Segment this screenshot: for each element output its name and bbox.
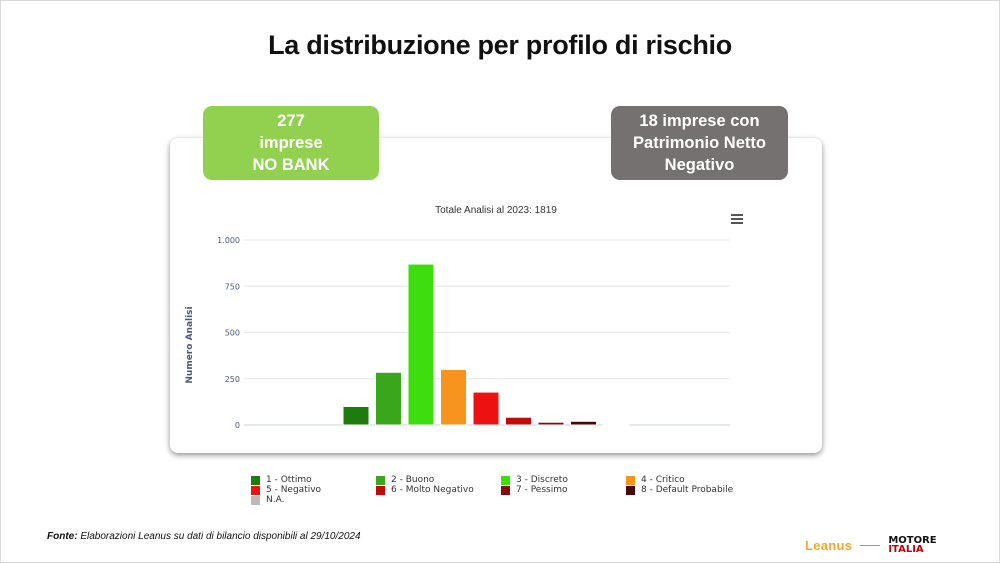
legend-label: 6 - Molto Negativo bbox=[391, 485, 474, 495]
bar-3[interactable] bbox=[407, 263, 435, 426]
bar-1[interactable] bbox=[342, 406, 370, 426]
source-text: Elaborazioni Leanus su dati di bilancio … bbox=[77, 531, 361, 542]
logo-divider bbox=[860, 544, 881, 546]
negative-equity-line3: Negativo bbox=[664, 156, 735, 174]
legend-item[interactable]: 1 - Ottimo bbox=[251, 475, 312, 485]
bar-9[interactable] bbox=[602, 423, 630, 426]
legend-swatch bbox=[251, 495, 260, 505]
y-tick-label: 250 bbox=[225, 375, 240, 384]
legend-item[interactable]: N.A. bbox=[251, 495, 284, 505]
motore-logo-bottom: ITALIA bbox=[888, 544, 924, 555]
legend-item[interactable]: 7 - Pessimo bbox=[501, 485, 568, 495]
legend-label: 2 - Buono bbox=[391, 475, 435, 485]
y-tick-label: 1.000 bbox=[217, 236, 240, 245]
bar-chart: 0 250 500 750 1.000 Numero Analisi bbox=[185, 236, 730, 430]
hamburger-menu-icon[interactable] bbox=[731, 214, 743, 224]
bar-5[interactable] bbox=[472, 391, 500, 426]
bar-4[interactable] bbox=[440, 369, 467, 426]
legend-label: 3 - Discreto bbox=[516, 475, 568, 485]
legend-item[interactable]: 3 - Discreto bbox=[501, 475, 568, 485]
legend-swatch bbox=[501, 475, 510, 485]
source-label: Fonte: bbox=[47, 531, 78, 542]
legend-swatch bbox=[626, 485, 635, 495]
legend-label: 1 - Ottimo bbox=[266, 475, 312, 485]
legend-swatch bbox=[376, 485, 385, 495]
legend-label: 7 - Pessimo bbox=[516, 485, 568, 495]
negative-equity-line2: Patrimonio Netto bbox=[633, 134, 766, 152]
negative-equity-badge: 18 imprese con Patrimonio Netto Negativo bbox=[611, 106, 788, 180]
bar-8[interactable] bbox=[570, 420, 597, 426]
leanus-logo: Leanus bbox=[805, 537, 853, 553]
legend-item[interactable]: 4 - Critico bbox=[626, 475, 685, 485]
legend-swatch bbox=[376, 475, 385, 485]
y-tick-label: 750 bbox=[225, 282, 240, 291]
no-bank-count: 277 bbox=[277, 112, 305, 130]
legend-item[interactable]: 8 - Default Probabile bbox=[626, 485, 733, 495]
no-bank-label: imprese bbox=[259, 134, 323, 152]
motore-logo-top: MOTORE bbox=[888, 535, 937, 546]
bar-6[interactable] bbox=[505, 416, 532, 426]
legend-swatch bbox=[251, 475, 260, 485]
logos: Leanus MOTORE ITALIA bbox=[805, 535, 937, 555]
bar-2[interactable] bbox=[375, 371, 402, 426]
y-tick-label: 500 bbox=[225, 329, 240, 338]
source-note: Fonte: Elaborazioni Leanus su dati di bi… bbox=[47, 531, 361, 542]
chart-title: Totale Analisi al 2023: 1819 bbox=[435, 205, 557, 216]
legend-item[interactable]: 2 - Buono bbox=[376, 475, 434, 485]
legend-label: N.A. bbox=[266, 495, 285, 505]
legend-label: 8 - Default Probabile bbox=[641, 485, 734, 495]
bar-7[interactable] bbox=[537, 421, 565, 426]
y-tick-label: 0 bbox=[235, 421, 240, 430]
legend-swatch bbox=[251, 485, 260, 495]
no-bank-subtitle: NO BANK bbox=[252, 156, 330, 174]
legend-label: 4 - Critico bbox=[641, 475, 685, 485]
legend-label: 5 - Negativo bbox=[266, 485, 322, 495]
legend-swatch bbox=[501, 485, 510, 495]
legend-swatch bbox=[626, 475, 635, 485]
legend-item[interactable]: 5 - Negativo bbox=[251, 485, 321, 495]
y-axis-label: Numero Analisi bbox=[185, 306, 195, 383]
legend-item[interactable]: 6 - Molto Negativo bbox=[376, 485, 474, 495]
negative-equity-line1: 18 imprese con bbox=[639, 112, 760, 130]
slide-title: La distribuzione per profilo di rischio bbox=[268, 30, 732, 60]
motore-italia-logo: MOTORE ITALIA bbox=[888, 535, 937, 555]
no-bank-badge: 277 imprese NO BANK bbox=[203, 106, 379, 180]
